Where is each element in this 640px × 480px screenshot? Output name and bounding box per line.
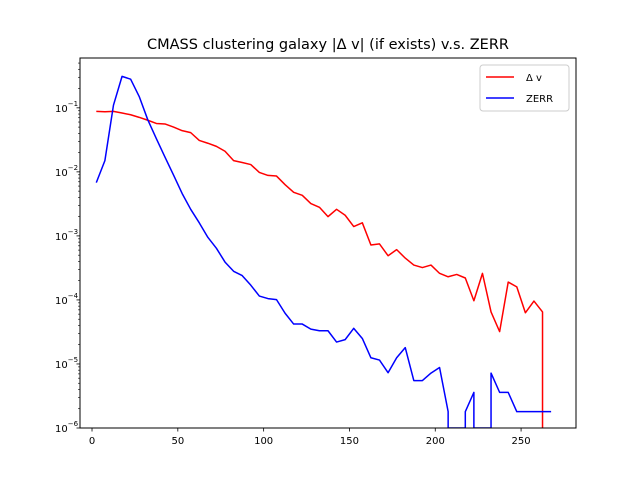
y-tick-label: 10−4 <box>55 292 79 307</box>
x-tick-label: 0 <box>89 436 95 447</box>
legend-label-delta-v: Δ v <box>526 73 542 84</box>
y-tick-label: 10−3 <box>55 228 78 243</box>
plot-frame <box>79 57 577 429</box>
x-tick-label: 50 <box>171 436 184 447</box>
x-tick-label: 250 <box>512 436 531 447</box>
legend-label-zerr: ZERR <box>526 94 553 105</box>
x-tick-label: 200 <box>426 436 445 447</box>
y-axis: 10−6 10−5 10−4 10−3 10−2 10−1 <box>55 62 80 435</box>
y-tick-label: 10−1 <box>55 100 78 115</box>
series-line-zerr <box>95 75 552 428</box>
x-axis: 0 50 100 150 200 250 <box>89 428 531 447</box>
legend: Δ v ZERR <box>479 64 570 112</box>
legend-box <box>479 64 570 112</box>
y-tick-label: 10−6 <box>55 420 79 435</box>
x-tick-label: 100 <box>254 436 273 447</box>
y-tick-label: 10−5 <box>55 356 78 371</box>
y-tick-label: 10−2 <box>55 164 78 179</box>
series-layer <box>95 75 552 428</box>
chart-title: CMASS clustering galaxy |Δ v| (if exists… <box>147 37 509 53</box>
series-line-delta-v <box>96 110 544 428</box>
x-tick-label: 150 <box>340 436 359 447</box>
